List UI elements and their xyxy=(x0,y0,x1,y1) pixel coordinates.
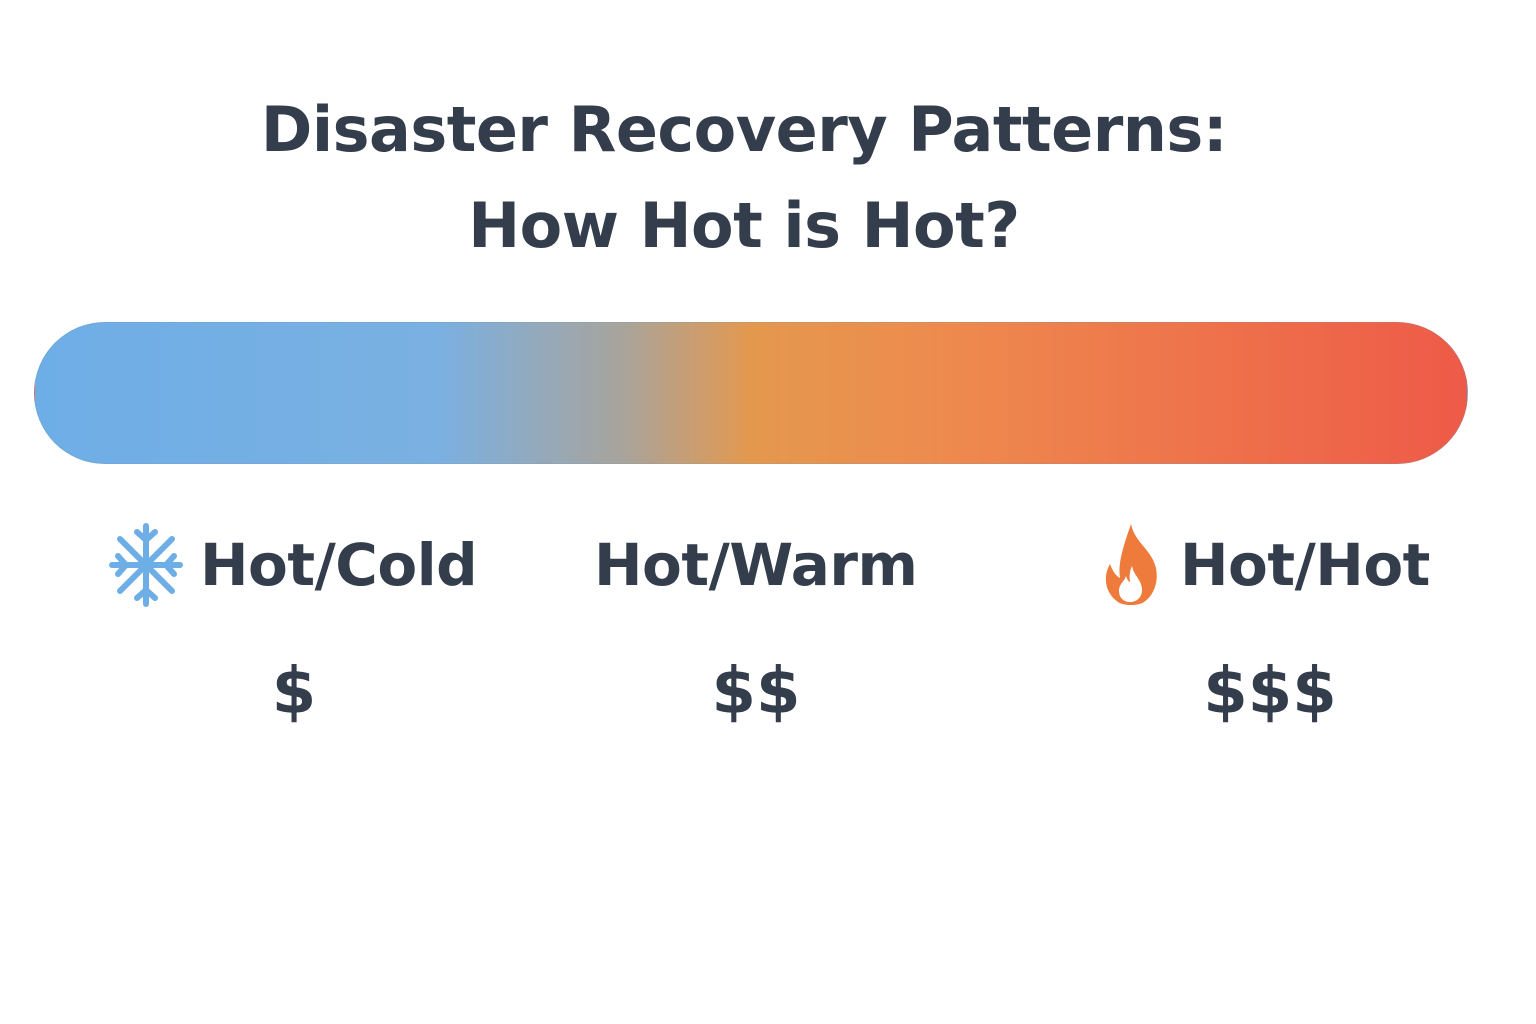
title-line-2: How Hot is Hot? xyxy=(468,189,1020,262)
title-line-1: Disaster Recovery Patterns: xyxy=(260,93,1228,166)
cost-hot-warm: $$ xyxy=(711,655,801,729)
fire-icon xyxy=(1096,520,1166,610)
snowflake-icon xyxy=(106,520,186,610)
tier-label-hot-hot: Hot/Hot xyxy=(1180,531,1430,599)
tier-label-hot-cold: Hot/Cold xyxy=(200,531,478,599)
tier-hot-warm: Hot/Warm xyxy=(594,520,918,610)
tier-label-hot-warm: Hot/Warm xyxy=(594,531,918,599)
cost-hot-hot: $$$ xyxy=(1203,655,1337,729)
temperature-gradient-bar xyxy=(34,322,1468,464)
cost-hot-cold: $ xyxy=(271,655,317,729)
tier-hot-cold: Hot/Cold xyxy=(106,520,478,610)
tier-hot-hot: Hot/Hot xyxy=(1096,520,1430,610)
diagram-title: Disaster Recovery Patterns: How Hot is H… xyxy=(0,82,1488,274)
